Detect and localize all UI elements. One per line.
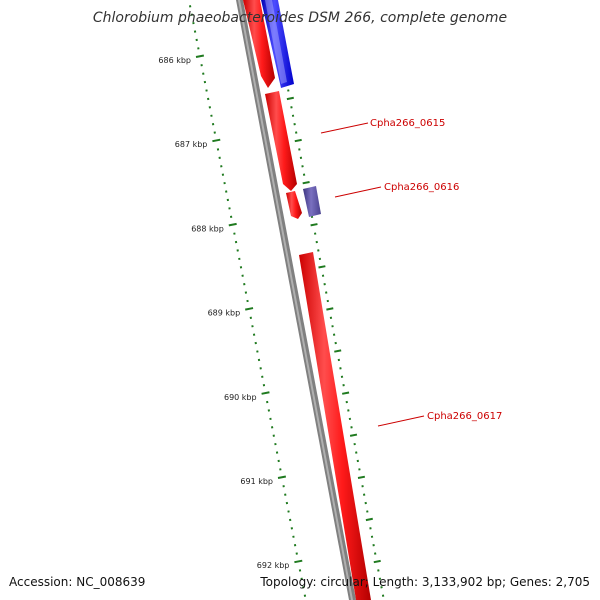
scale-label-687: 687 kbp [175,140,208,149]
label-leader-cpha266-0617 [377,415,425,427]
outer-major-tick [365,517,373,522]
scale-label-686: 686 kbp [158,56,191,65]
gene-label-cpha266-0615[interactable]: Cpha266_0615 [370,118,445,129]
outer-major-tick [349,433,358,437]
outer-major-tick [373,559,381,564]
major-tick [294,559,303,564]
major-tick [212,138,221,143]
scale-label-691: 691 kbp [240,477,273,486]
outer-major-tick [318,265,326,269]
gene-arrow-cpha266-0615[interactable] [265,91,297,191]
major-tick [245,307,254,311]
feature-box-cpha266-0616[interactable] [303,186,321,217]
outer-tick-track [270,5,385,597]
accession-text: Accession: NC_008639 [9,575,145,589]
gene-label-cpha266-0616[interactable]: Cpha266_0616 [384,182,459,193]
outer-major-tick [286,96,294,101]
outer-major-tick [326,307,334,311]
scale-label-692: 692 kbp [257,561,290,570]
scale-label-690: 690 kbp [224,393,257,402]
gene-arrow-upstream-reverse[interactable] [261,0,294,88]
major-tick [228,222,237,227]
label-leader-cpha266-0615 [320,122,369,134]
gene-label-cpha266-0617[interactable]: Cpha266_0617 [427,411,502,422]
outer-major-tick [302,180,310,185]
label-leader-cpha266-0616 [334,186,382,198]
gene-arrow-cpha266-0617[interactable] [299,252,371,600]
major-tick [277,475,287,479]
major-tick [195,54,205,58]
outer-major-tick [334,349,342,353]
backbone-highlight [238,0,353,600]
outer-major-tick [357,475,366,479]
scale-label-689: 689 kbp [208,309,241,318]
gene-arrow-upstream-forward[interactable] [243,0,275,88]
gene-arrow-cpha266-0616-red[interactable] [286,191,302,219]
reverse-highlight [265,0,287,84]
outer-major-tick [294,138,302,143]
outer-major-tick [342,391,350,395]
major-tick [261,391,270,395]
genome-summary-text: Topology: circular; Length: 3,133,902 bp… [259,575,590,589]
scale-labels: 686 kbp 687 kbp 688 kbp 689 kbp 690 kbp 691 k… [158,56,289,570]
map-title: Chlorobium phaeobacteroides DSM 266, com… [93,10,507,26]
scale-label-688: 688 kbp [191,224,224,233]
inner-tick-track [188,5,307,597]
outer-major-tick [310,223,318,227]
